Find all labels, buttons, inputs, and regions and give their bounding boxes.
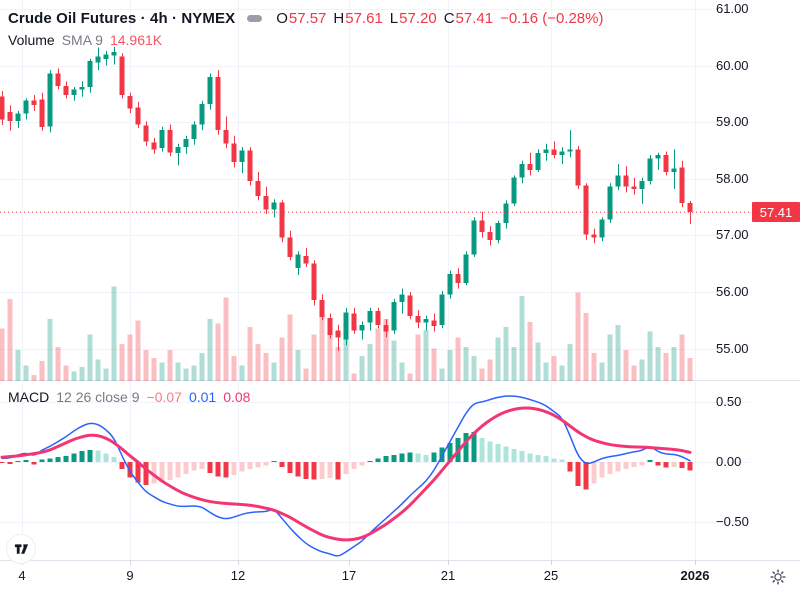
settings-gear-icon[interactable] xyxy=(768,567,788,587)
macd-axis-label: 0.00 xyxy=(716,454,742,469)
volume-legend: Volume SMA 9 14.961K xyxy=(8,31,162,49)
macd-params: 12 26 close 9 xyxy=(56,389,140,405)
last-price-tag: 57.41 xyxy=(752,202,800,223)
time-axis-label: 4 xyxy=(18,568,26,583)
time-axis-label: 17 xyxy=(341,568,357,583)
time-axis[interactable]: 4 9 12 17 21 25 2026 xyxy=(0,561,800,600)
time-axis-label: 2026 xyxy=(680,568,710,583)
macd-axis-label: −0.50 xyxy=(716,514,749,529)
high-value: 57.61 xyxy=(345,9,383,27)
open-value: 57.57 xyxy=(288,9,327,27)
macd-label: MACD xyxy=(8,389,50,405)
time-axis-label: 12 xyxy=(230,568,246,583)
price-axis-label: 61.00 xyxy=(716,1,749,16)
gridlines xyxy=(0,0,800,565)
tradingview-logo-icon xyxy=(14,544,28,554)
tradingview-logo[interactable] xyxy=(6,534,36,564)
legend-more-icon[interactable] xyxy=(247,14,263,22)
volume-value: 14.961K xyxy=(109,32,163,48)
macd-axis-label: 0.50 xyxy=(716,394,742,409)
change-value: −0.16 (−0.28%) xyxy=(500,9,604,27)
volume-sma-label: SMA 9 xyxy=(61,32,103,48)
volume-label: Volume xyxy=(8,32,55,48)
macd-hist-value: −0.07 xyxy=(146,389,182,405)
symbol-title[interactable]: Crude Oil Futures · 4h · NYMEX xyxy=(8,9,236,27)
price-axis-label: 60.00 xyxy=(716,57,749,73)
volume-series xyxy=(0,286,693,381)
macd-signal-line xyxy=(0,406,692,542)
price-axis-label: 57.00 xyxy=(716,227,749,243)
close-label: C xyxy=(443,9,455,27)
macd-legend: MACD 12 26 close 9 −0.07 0.01 0.08 xyxy=(8,388,250,406)
time-axis-label: 21 xyxy=(440,568,456,583)
macd-signal-value: 0.08 xyxy=(223,389,251,405)
ohlc-values: O 57.57 H 57.61 L 57.20 C 57.41 −0.16 (−0.28… xyxy=(276,10,603,27)
macd-histogram xyxy=(0,432,693,490)
high-label: H xyxy=(333,9,345,27)
low-label: L xyxy=(389,9,399,27)
open-label: O xyxy=(276,9,288,27)
candlestick-series xyxy=(0,46,693,351)
price-axis[interactable]: 61.00 60.00 59.00 58.00 57.00 56.00 55.00 0.50 0… xyxy=(710,0,800,560)
macd-line-value: 0.01 xyxy=(188,389,217,405)
close-value: 57.41 xyxy=(455,9,494,27)
price-axis-label: 58.00 xyxy=(716,170,749,186)
low-value: 57.20 xyxy=(399,9,437,27)
time-axis-label: 25 xyxy=(543,568,559,583)
price-axis-label: 59.00 xyxy=(716,114,749,130)
price-axis-label: 56.00 xyxy=(716,284,749,299)
macd-line xyxy=(1,395,691,557)
time-axis-label: 9 xyxy=(126,568,134,583)
price-axis-label: 55.00 xyxy=(716,340,749,356)
